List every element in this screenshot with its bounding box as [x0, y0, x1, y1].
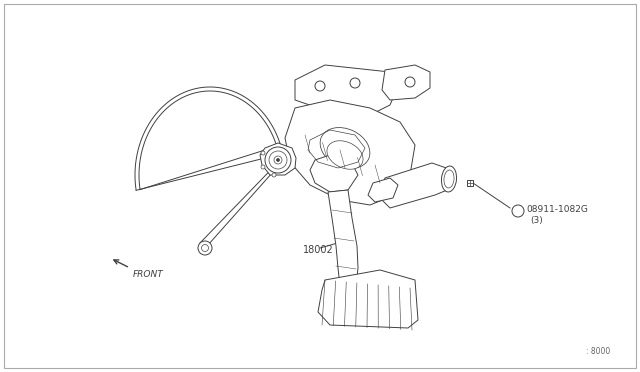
- Polygon shape: [260, 143, 296, 175]
- Text: FRONT: FRONT: [133, 270, 164, 279]
- Polygon shape: [295, 65, 400, 115]
- Polygon shape: [318, 270, 418, 328]
- Circle shape: [198, 241, 212, 255]
- Text: N: N: [515, 208, 521, 214]
- Ellipse shape: [442, 166, 456, 192]
- Polygon shape: [285, 100, 415, 205]
- Polygon shape: [368, 178, 398, 202]
- Polygon shape: [310, 155, 358, 192]
- Ellipse shape: [320, 128, 370, 169]
- Polygon shape: [328, 190, 358, 298]
- Circle shape: [276, 158, 280, 161]
- Text: : 8000: : 8000: [586, 347, 611, 356]
- Circle shape: [512, 205, 524, 217]
- Circle shape: [272, 173, 276, 177]
- Bar: [467, 180, 473, 186]
- Circle shape: [261, 165, 265, 169]
- Circle shape: [265, 147, 291, 173]
- Ellipse shape: [327, 141, 363, 169]
- Polygon shape: [380, 163, 452, 208]
- Text: 18002: 18002: [303, 245, 333, 255]
- Circle shape: [269, 151, 287, 169]
- Circle shape: [315, 81, 325, 91]
- Polygon shape: [382, 65, 430, 100]
- Circle shape: [274, 156, 282, 164]
- Ellipse shape: [444, 170, 454, 188]
- Circle shape: [405, 77, 415, 87]
- Circle shape: [261, 151, 265, 155]
- Circle shape: [202, 244, 209, 251]
- Circle shape: [350, 78, 360, 88]
- Text: (3): (3): [530, 215, 543, 224]
- Text: 08911-1082G: 08911-1082G: [526, 205, 588, 214]
